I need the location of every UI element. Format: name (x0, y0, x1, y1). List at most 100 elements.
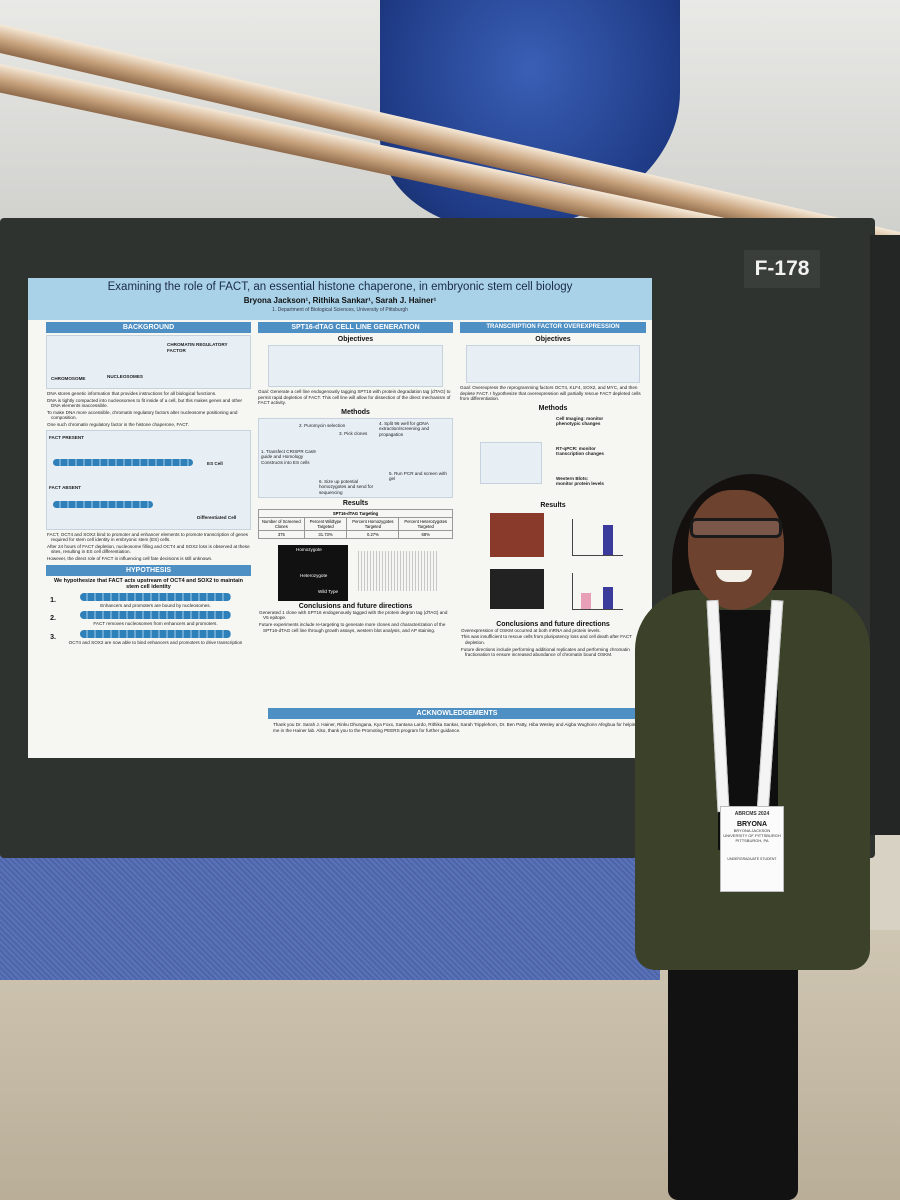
method-step: 5. Run PCR and screen with gel (389, 470, 447, 482)
badge-institution: UNIVERSITY OF PITTSBURGH (723, 833, 781, 838)
subheading: Results (342, 499, 369, 507)
plot-bar (603, 524, 613, 555)
sequence-trace (358, 550, 438, 591)
dna-strand (53, 500, 153, 508)
figure: CHROMOSOME NUCLEOSOMES CHROMATIN REGULATOR… (46, 335, 251, 389)
dna-strand (80, 592, 231, 601)
results-figure (460, 509, 646, 621)
section-heading: BACKGROUND (46, 322, 251, 333)
step-number: 3. (50, 634, 56, 642)
subheading: Conclusions and future directions (496, 620, 610, 628)
figure (268, 345, 443, 387)
subheading: Conclusions and future directions (298, 602, 413, 610)
section-heading: HYPOTHESIS (46, 564, 251, 576)
diagram-label: Differentiated Cell (197, 514, 237, 520)
booth-number: F-178 (744, 250, 820, 288)
bullet-list: Generated 1 clone with SPT16 endogenousl… (258, 610, 453, 633)
table-cell: 68% (398, 529, 453, 539)
gel-label: Heterozygote (300, 572, 328, 578)
bullet-list: FACT, OCT4 and SOX2 bind to promoter and… (46, 532, 251, 562)
step-text: OCT4 and SOX2 are now able to bind enhan… (68, 639, 243, 645)
figure: FACT PRESENT FACT ABSENT ES Cell Differenti… (46, 429, 251, 530)
bullet: Generated 1 clone with SPT16 endogenousl… (259, 609, 448, 621)
hypothesis-steps: 1. Enhancers and promoters are bound by n… (46, 592, 251, 646)
smile (716, 570, 752, 582)
dna-strand (80, 611, 231, 620)
bullet: FACT, OCT4 and SOX2 bind to promoter and… (47, 531, 248, 543)
figure (466, 345, 640, 383)
table-cell: 31.73% (303, 529, 348, 539)
table-header: Number of Screened Clones (258, 516, 305, 531)
step-body: FACT removes nucleosomes from enhancers … (60, 611, 251, 627)
bar-plot (572, 518, 623, 556)
step-body: OCT4 and SOX2 are now able to bind enhan… (60, 629, 251, 646)
plot-bar (603, 586, 613, 609)
acknowledgements-text: Thank you Dr. Sarah J. Hainer, Rinku Dhu… (273, 722, 638, 733)
bullet: Future experiments include re-targeting … (259, 621, 446, 633)
western-blot (490, 568, 544, 609)
subheading: Results (540, 501, 566, 509)
background-column: BACKGROUND CHROMOSOME NUCLEOSOMES CHROMATI… (46, 322, 251, 648)
method-step: 6. Size up potential homozygotes and sen… (319, 478, 374, 495)
hypothesis-statement: We hypothesize that FACT acts upstream o… (53, 577, 244, 590)
step-number: 1. (50, 596, 56, 604)
subheading: Methods (341, 408, 370, 416)
hypothesis-step: 1. Enhancers and promoters are bound by n… (46, 592, 251, 609)
step-text: FACT removes nucleosomes from enhancers … (93, 621, 218, 627)
section-heading: ACKNOWLEDGEMENTS (268, 708, 646, 719)
methods-figure: Cell Imaging: monitor phenotypic changes… (460, 412, 646, 502)
subheading: Objectives (337, 336, 374, 343)
bar-plot (572, 572, 623, 610)
methods-figure: 1. Transfect CRISPR Cas9 guide and Homol… (258, 417, 453, 498)
board-edge (870, 235, 900, 835)
badge-full-name: BRYONA JACKSON (733, 828, 771, 833)
table-header: Percent Homozygotes Targeted (346, 516, 400, 531)
table-caption: SPT16-dTAG Targeting (258, 508, 453, 518)
step-body: Enhancers and promoters are bound by nuc… (60, 592, 251, 609)
method-label: Cell Imaging: monitor phenotypic changes (556, 415, 604, 427)
plate-image (480, 441, 542, 484)
method-label: RT-qPCR: monitor transcription changes (556, 445, 604, 457)
section-heading: TRANSCRIPTION FACTOR OVEREXPRESSION (460, 322, 646, 333)
poster-authors: Bryona Jackson¹, Rithika Sankar¹, Sarah … (243, 296, 437, 305)
step-number: 2. (50, 615, 56, 623)
method-step: 1. Transfect CRISPR Cas9 guide and Homol… (261, 448, 316, 465)
gel-image: Homozygote Heterozygote Wild Type (278, 544, 348, 601)
goal-text: Goal: Overexpress the reprogramming fact… (460, 385, 641, 402)
method-label: Western Blots: monitor protein levels (556, 475, 604, 487)
diagram-label: FACT PRESENT (49, 434, 84, 440)
badge-role: UNDERGRADUATE STUDENT (727, 857, 777, 861)
section-heading: SPT16-dTAG CELL LINE GENERATION (258, 322, 453, 333)
glasses (690, 518, 782, 538)
plot-bar (581, 592, 591, 609)
bullet-list: Overexpression of OSKM occurred at both … (460, 628, 646, 658)
gel-figure: Homozygote Heterozygote Wild Type (258, 541, 453, 603)
targeting-table: SPT16-dTAG Targeting Number of Screened … (258, 508, 453, 539)
dna-strand (80, 629, 231, 638)
face (688, 490, 784, 610)
diagram-label: NUCLEOSOMES (107, 374, 143, 379)
subheading: Objectives (535, 336, 571, 343)
poster: Examining the role of FACT, an essential… (28, 278, 652, 758)
bullet: To make DNA more accessible, chromatin r… (47, 409, 238, 421)
title-bar (28, 278, 652, 320)
table-cell: 0.27% (346, 529, 400, 539)
bullet: Future directions include performing add… (461, 646, 630, 658)
spt16-column: SPT16-dTAG CELL LINE GENERATION Objectiv… (258, 322, 453, 634)
bullet: Overexpression of OSKM occurred at both … (461, 627, 601, 633)
badge-event: ABRCMS 2024 (734, 811, 770, 817)
badge-location: PITTSBURGH, PA (735, 838, 769, 843)
gel-label: Homozygote (296, 546, 322, 552)
dna-strand (53, 458, 193, 466)
poster-affiliation: 1. Department of Biological Sciences, Un… (272, 307, 408, 313)
table-header: Percent Heterozygotes Targeted (398, 516, 453, 531)
bullet: After 24 hours of FACT depletion, nucleo… (47, 543, 250, 555)
bullet: However, the direct role of FACT in infl… (47, 555, 213, 561)
step-text: Enhancers and promoters are bound by nuc… (100, 602, 211, 608)
table-header: Percent Wildtype Targeted (303, 516, 348, 531)
method-step: 2. Puromycin selection (299, 422, 346, 428)
diagram-label: FACT ABSENT (49, 484, 81, 490)
name-badge: ABRCMS 2024 BRYONA BRYONA JACKSON UNIVER… (720, 806, 784, 892)
cell-images (490, 512, 544, 557)
subheading: Methods (538, 404, 568, 412)
